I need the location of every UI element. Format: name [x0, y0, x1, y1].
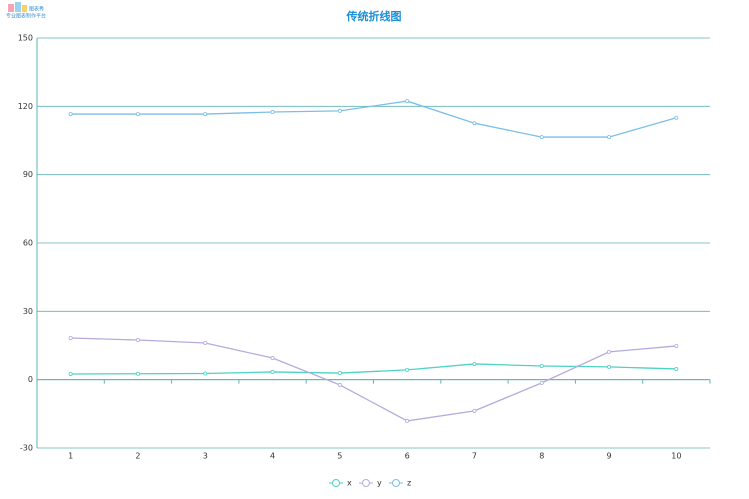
logo-icon	[8, 4, 14, 12]
logo-name: 图表秀	[29, 6, 44, 13]
y-tick-label: 120	[18, 102, 33, 111]
logo-icon	[22, 5, 27, 12]
legend-marker	[332, 479, 340, 487]
legend-marker	[362, 479, 370, 487]
point	[674, 366, 679, 371]
y-tick-label: -30	[20, 444, 33, 453]
x-tick-label: 2	[135, 452, 140, 461]
point	[135, 338, 140, 343]
point	[539, 135, 544, 140]
point	[270, 110, 275, 115]
point	[607, 349, 612, 354]
x-tick-label: 8	[539, 452, 544, 461]
x-tick-label: 4	[270, 452, 275, 461]
series-line	[70, 100, 677, 138]
legend-label: x	[347, 479, 352, 488]
point	[607, 135, 612, 140]
x-tick-label: 9	[607, 452, 612, 461]
point	[405, 367, 410, 372]
series-line	[70, 337, 677, 422]
point	[270, 356, 275, 361]
logo-slogan: 专业图表制作平台	[6, 13, 46, 20]
point	[607, 364, 612, 369]
point	[337, 371, 342, 376]
logo: 图表秀 专业图表制作平台	[6, 2, 46, 20]
point	[68, 335, 73, 340]
x-tick-label: 1	[68, 452, 73, 461]
point	[674, 115, 679, 120]
x-tick-label: 7	[472, 452, 477, 461]
point	[68, 371, 73, 376]
point	[472, 121, 477, 126]
y-tick-label: 0	[28, 375, 33, 384]
point	[472, 361, 477, 366]
point	[203, 371, 208, 376]
point	[472, 408, 477, 413]
point	[405, 418, 410, 423]
legend-label: z	[407, 479, 411, 488]
point	[68, 112, 73, 117]
point	[337, 382, 342, 387]
y-tick-label: 60	[23, 239, 33, 248]
point	[203, 112, 208, 117]
chart-title: 传统折线图	[346, 9, 402, 23]
point	[337, 108, 342, 113]
x-tick-label: 5	[337, 452, 342, 461]
legend-label: y	[377, 479, 382, 488]
point	[539, 380, 544, 385]
series-line	[70, 363, 677, 375]
logo-icon	[15, 2, 21, 12]
legend-marker	[392, 479, 400, 487]
point	[135, 112, 140, 117]
point	[539, 363, 544, 368]
y-tick-label: 90	[23, 170, 33, 179]
point	[203, 340, 208, 345]
point	[674, 343, 679, 348]
x-tick-label: 3	[203, 452, 208, 461]
x-tick-label: 10	[671, 452, 681, 461]
point	[270, 369, 275, 374]
y-tick-label: 30	[23, 307, 33, 316]
x-tick-label: 6	[405, 452, 410, 461]
point	[405, 99, 410, 104]
point	[135, 371, 140, 376]
y-tick-label: 150	[18, 34, 33, 43]
